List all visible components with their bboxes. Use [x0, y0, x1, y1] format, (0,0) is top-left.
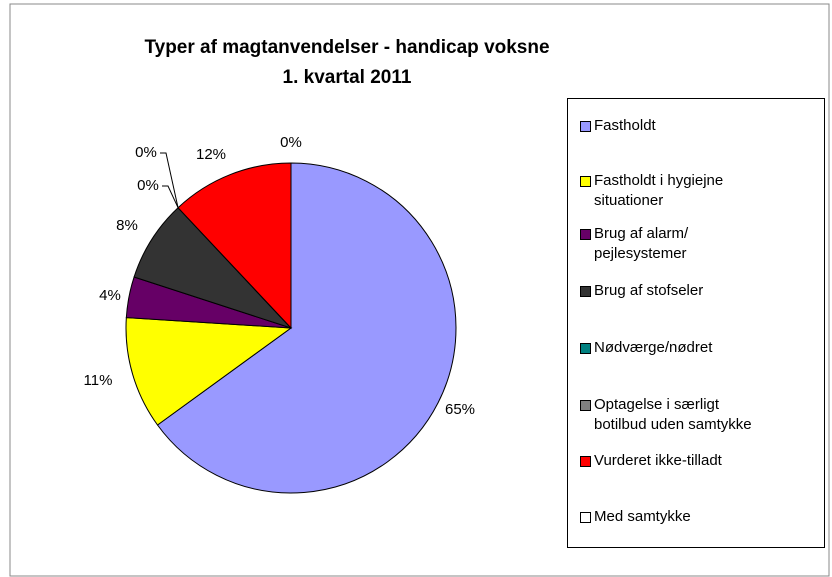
legend-label: Brug af stofseler: [594, 282, 704, 299]
chart-subtitle: 1. kvartal 2011: [283, 67, 412, 88]
pie-slice: [156, 162, 457, 494]
legend-label: Fastholdt: [594, 117, 656, 134]
legend-swatch: [580, 229, 591, 240]
data-label: 11%: [84, 372, 113, 389]
legend-swatch: [580, 121, 591, 132]
legend-swatch: [580, 343, 591, 354]
pie-slice: [177, 162, 292, 330]
data-label: 0%: [137, 177, 159, 194]
legend-swatch: [580, 400, 591, 411]
data-label: 8%: [116, 217, 138, 234]
data-label: 0%: [280, 134, 302, 151]
legend-label: Optagelse i særligt botilbud uden samtyk…: [594, 396, 752, 433]
data-label: 0%: [135, 144, 157, 161]
legend-label: Vurderet ikke-tilladt: [594, 452, 722, 469]
data-label: 4%: [99, 287, 121, 304]
legend-label: Nødværge/nødret: [594, 339, 713, 356]
legend-swatch: [580, 286, 591, 297]
legend-label: Fastholdt i hygiejne situationer: [594, 172, 724, 209]
chart-title: Typer af magtanvendelser - handicap voks…: [144, 37, 549, 58]
leader-line: [162, 185, 179, 208]
data-label: 12%: [196, 146, 226, 163]
data-label: 65%: [445, 401, 475, 418]
legend-swatch: [580, 512, 591, 523]
legend-swatch: [580, 456, 591, 467]
legend-label: Brug af alarm/ pejlesystemer: [594, 225, 689, 262]
chart-frame: [9, 3, 830, 577]
leader-line: [160, 152, 179, 208]
legend-swatch: [580, 176, 591, 187]
legend-label: Med samtykke: [594, 508, 691, 525]
legend: Fastholdt Fastholdt i hygiejne situatione…: [567, 98, 825, 548]
pie-slice: [125, 317, 293, 426]
